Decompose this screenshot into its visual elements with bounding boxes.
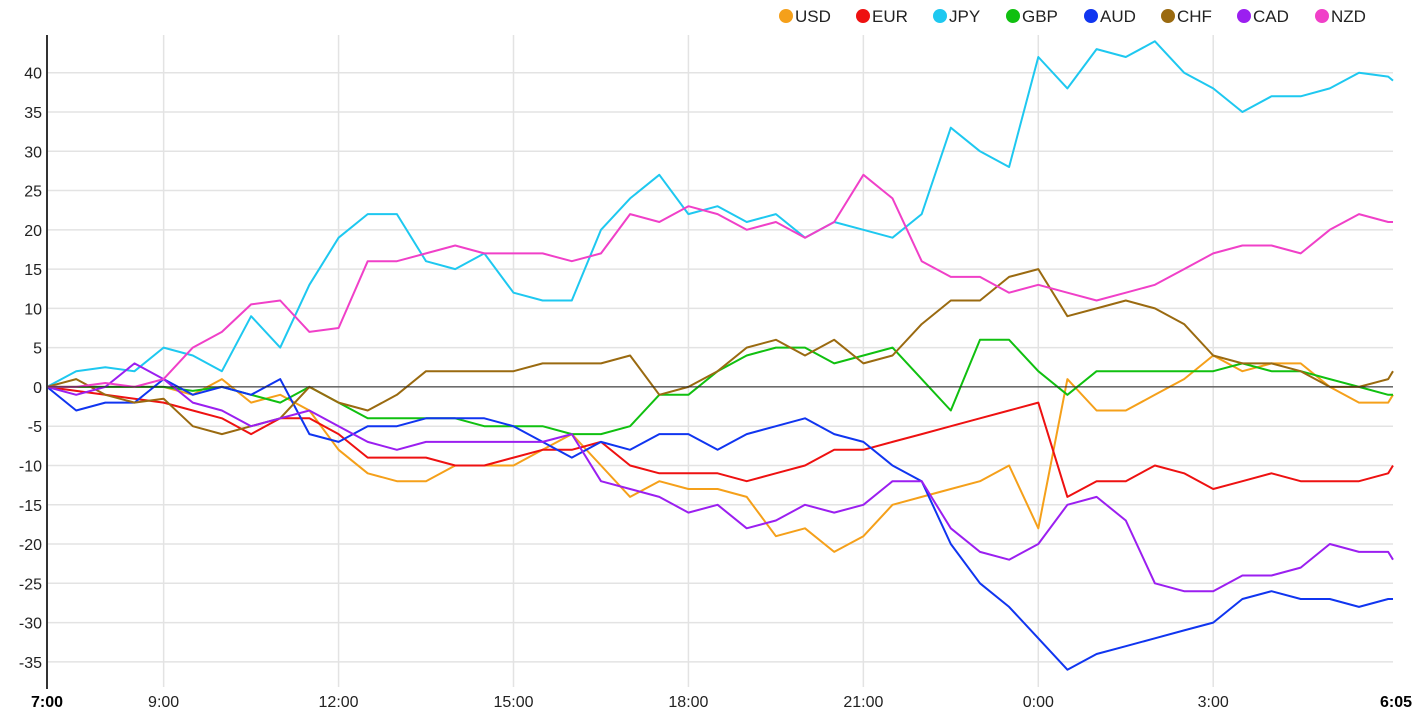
- y-tick-label: 20: [24, 223, 42, 240]
- legend-label-usd: USD: [795, 7, 831, 26]
- y-tick-label: -20: [19, 537, 42, 554]
- x-tick-label: 9:00: [148, 694, 179, 711]
- y-tick-label: -25: [19, 576, 42, 593]
- y-tick-label: -5: [28, 419, 42, 436]
- x-tick-label: 12:00: [319, 694, 359, 711]
- x-tick-label: 15:00: [493, 694, 533, 711]
- series-line-cad: [46, 362, 1394, 593]
- series-line-nzd: [47, 173, 1393, 388]
- series-line-jpy: [46, 40, 1394, 388]
- series-lines: [46, 40, 1394, 671]
- legend-label-aud: AUD: [1100, 7, 1136, 26]
- legend-label-gbp: GBP: [1022, 7, 1058, 26]
- y-axis-labels: -35 -30 -25 -20 -15 -10 -5 0 5 10 15 20 25 30 35 40: [19, 66, 42, 672]
- x-tick-label: 0:00: [1023, 694, 1054, 711]
- y-tick-label: 25: [24, 184, 42, 201]
- legend-marker-gbp: [1006, 9, 1020, 23]
- y-tick-label: -10: [19, 458, 42, 475]
- legend-label-nzd: NZD: [1331, 7, 1366, 26]
- y-tick-label: 15: [24, 262, 42, 279]
- legend-marker-nzd: [1315, 9, 1329, 23]
- series-line-eur: [46, 385, 1394, 498]
- legend: USD EUR JPY GBP AUD CHF CAD NZD: [779, 7, 1366, 26]
- legend-label-jpy: JPY: [949, 7, 980, 26]
- legend-marker-usd: [779, 9, 793, 23]
- legend-marker-jpy: [933, 9, 947, 23]
- legend-label-chf: CHF: [1177, 7, 1212, 26]
- series-line-gbp: [47, 338, 1393, 436]
- x-tick-label: 3:00: [1198, 694, 1229, 711]
- series-line-aud: [46, 378, 1393, 671]
- x-tick-label: 21:00: [843, 694, 883, 711]
- series-line-usd: [47, 354, 1394, 553]
- y-tick-label: 35: [24, 105, 42, 122]
- y-tick-label: -35: [19, 655, 42, 672]
- series-line-chf: [46, 268, 1394, 436]
- grid: [47, 35, 1393, 687]
- y-tick-label: 40: [24, 66, 42, 83]
- x-tick-label: 7:00: [31, 694, 63, 711]
- x-tick-label: 6:05: [1380, 694, 1412, 711]
- x-tick-label: 18:00: [668, 694, 708, 711]
- y-tick-label: -15: [19, 498, 42, 515]
- y-tick-label: 30: [24, 144, 42, 161]
- y-tick-label: -30: [19, 616, 42, 633]
- y-tick-label: 5: [33, 341, 42, 358]
- legend-marker-cad: [1237, 9, 1251, 23]
- y-tick-label: 0: [33, 380, 42, 397]
- legend-marker-chf: [1161, 9, 1175, 23]
- legend-marker-eur: [856, 9, 870, 23]
- legend-marker-aud: [1084, 9, 1098, 23]
- legend-label-cad: CAD: [1253, 7, 1289, 26]
- y-tick-label: 10: [24, 301, 42, 318]
- x-axis-labels: 7:00 9:00 12:00 15:00 18:00 21:00 0:00 3:00 6:05: [31, 694, 1412, 711]
- legend-label-eur: EUR: [872, 7, 908, 26]
